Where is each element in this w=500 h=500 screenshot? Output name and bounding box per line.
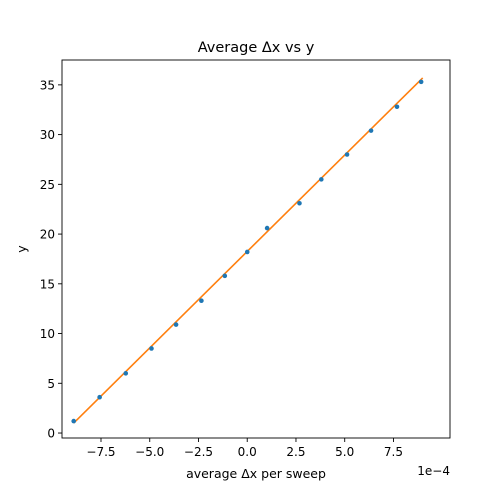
data-point (418, 79, 424, 85)
x-tick-label: −7.5 (86, 445, 115, 459)
y-tick-label: 35 (40, 78, 55, 92)
x-axis-label: average Δx per sweep (186, 466, 326, 481)
y-tick-label: 5 (47, 377, 55, 391)
data-point (173, 322, 179, 327)
data-point (149, 346, 154, 351)
data-point (123, 371, 129, 376)
data-point (394, 104, 400, 110)
y-tick-label: 10 (40, 327, 55, 341)
data-point (71, 418, 76, 424)
axis-ticks: −7.5 −5.0 −2.5 0.0 2.5 5.0 7.5 0 5 10 15 20 25 30 35 (40, 78, 403, 459)
x-tick-label: 5.0 (335, 445, 354, 459)
data-point (319, 177, 324, 182)
data-point (297, 200, 302, 206)
plot-area (71, 77, 424, 424)
y-tick-label: 25 (40, 178, 55, 192)
data-point (244, 249, 250, 255)
y-tick-label: 30 (40, 128, 55, 142)
y-axis-label: y (14, 245, 29, 253)
y-tick-label: 15 (40, 277, 55, 291)
data-point (344, 152, 350, 157)
x-tick-label: 7.5 (384, 445, 403, 459)
x-axis-offset-label: 1e−4 (417, 464, 450, 478)
y-tick-label: 20 (40, 228, 55, 242)
data-point (199, 298, 204, 304)
x-tick-label: −5.0 (135, 445, 164, 459)
x-tick-label: 2.5 (286, 445, 305, 459)
axes-frame (61, 59, 451, 439)
data-point (222, 273, 228, 279)
chart-title: Average Δx vs y (198, 40, 315, 56)
x-tick-label: 0.0 (238, 445, 257, 459)
data-point (97, 394, 102, 400)
y-tick-label: 0 (47, 427, 55, 441)
x-tick-label: −2.5 (184, 445, 213, 459)
data-point (264, 225, 270, 231)
data-point (368, 128, 374, 133)
